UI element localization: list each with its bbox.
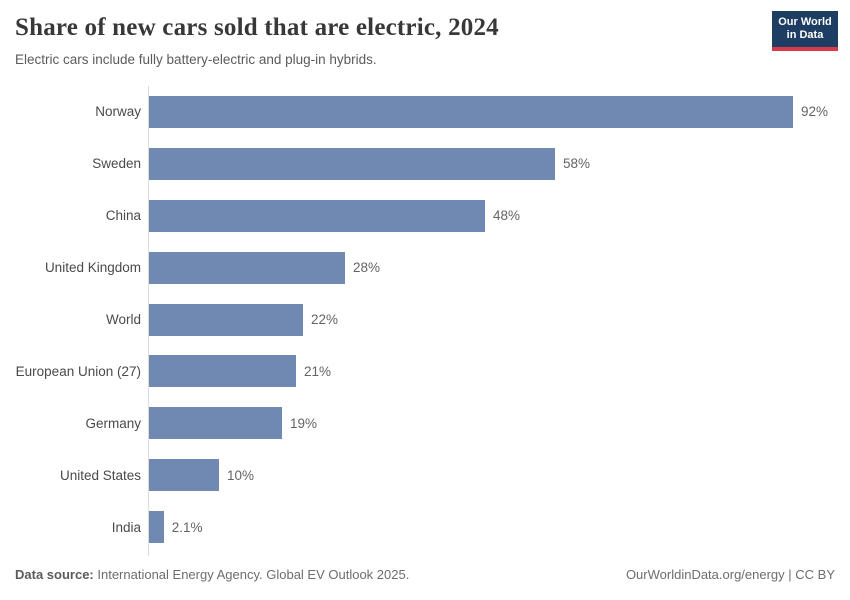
- data-source-label: Data source:: [15, 567, 94, 582]
- owid-logo-accent-bar: [772, 47, 838, 51]
- bar-row: Germany 19%: [0, 397, 850, 449]
- category-label: India: [111, 519, 141, 535]
- category-label: World: [105, 312, 141, 327]
- bar[interactable]: [149, 355, 296, 388]
- bar-row: India 2.1%: [0, 501, 850, 553]
- bar-row: Norway 92%: [0, 86, 850, 138]
- value-label: 10%: [227, 467, 255, 483]
- value-label: 22%: [311, 312, 339, 327]
- category-label: China: [105, 208, 141, 224]
- bar[interactable]: [149, 199, 485, 232]
- category-label: Germany: [85, 415, 141, 431]
- category-label: Norway: [95, 104, 141, 120]
- bar[interactable]: [149, 407, 282, 440]
- bar[interactable]: [149, 511, 164, 544]
- bar[interactable]: [149, 95, 793, 128]
- chart-rows: Norway 92% Sweden 58% China 48% United K…: [0, 86, 850, 553]
- bar[interactable]: [149, 251, 345, 284]
- credit-note[interactable]: OurWorldinData.org/energy | CC BY: [625, 567, 835, 582]
- bar-row: United Kingdom 28%: [0, 242, 850, 294]
- value-label: 19%: [290, 415, 318, 431]
- bar-row: Sweden 58%: [0, 138, 850, 190]
- value-label: 28%: [353, 260, 381, 276]
- bar-row: United States 10%: [0, 449, 850, 501]
- category-label: United States: [59, 467, 141, 483]
- bar-row: World 22%: [0, 294, 850, 346]
- data-source-note: Data source: International Energy Agency…: [15, 567, 409, 582]
- data-source-text: International Energy Agency. Global EV O…: [93, 567, 410, 582]
- bar[interactable]: [149, 459, 219, 492]
- bar-row: European Union (27) 21%: [0, 345, 850, 397]
- y-axis-line: [148, 86, 149, 556]
- chart-subtitle: Electric cars include fully battery-elec…: [15, 52, 377, 67]
- value-label: 48%: [493, 208, 521, 224]
- owid-logo[interactable]: Our World in Data: [772, 11, 838, 51]
- value-label: 92%: [801, 104, 829, 120]
- owid-logo-text: Our World in Data: [772, 11, 838, 47]
- category-label: European Union (27): [15, 363, 141, 379]
- value-label: 2.1%: [171, 519, 203, 535]
- value-label: 21%: [304, 363, 332, 379]
- bar[interactable]: [149, 147, 555, 180]
- chart-title: Share of new cars sold that are electric…: [15, 14, 499, 41]
- chart-footer: Data source: International Energy Agency…: [15, 567, 835, 582]
- bar[interactable]: [149, 303, 303, 336]
- owid-logo-line1: Our World: [778, 15, 832, 28]
- owid-logo-line2: in Data: [786, 29, 824, 41]
- category-label: United Kingdom: [44, 260, 141, 276]
- value-label: 58%: [563, 156, 591, 172]
- category-label: Sweden: [92, 156, 141, 172]
- bar-row: China 48%: [0, 190, 850, 242]
